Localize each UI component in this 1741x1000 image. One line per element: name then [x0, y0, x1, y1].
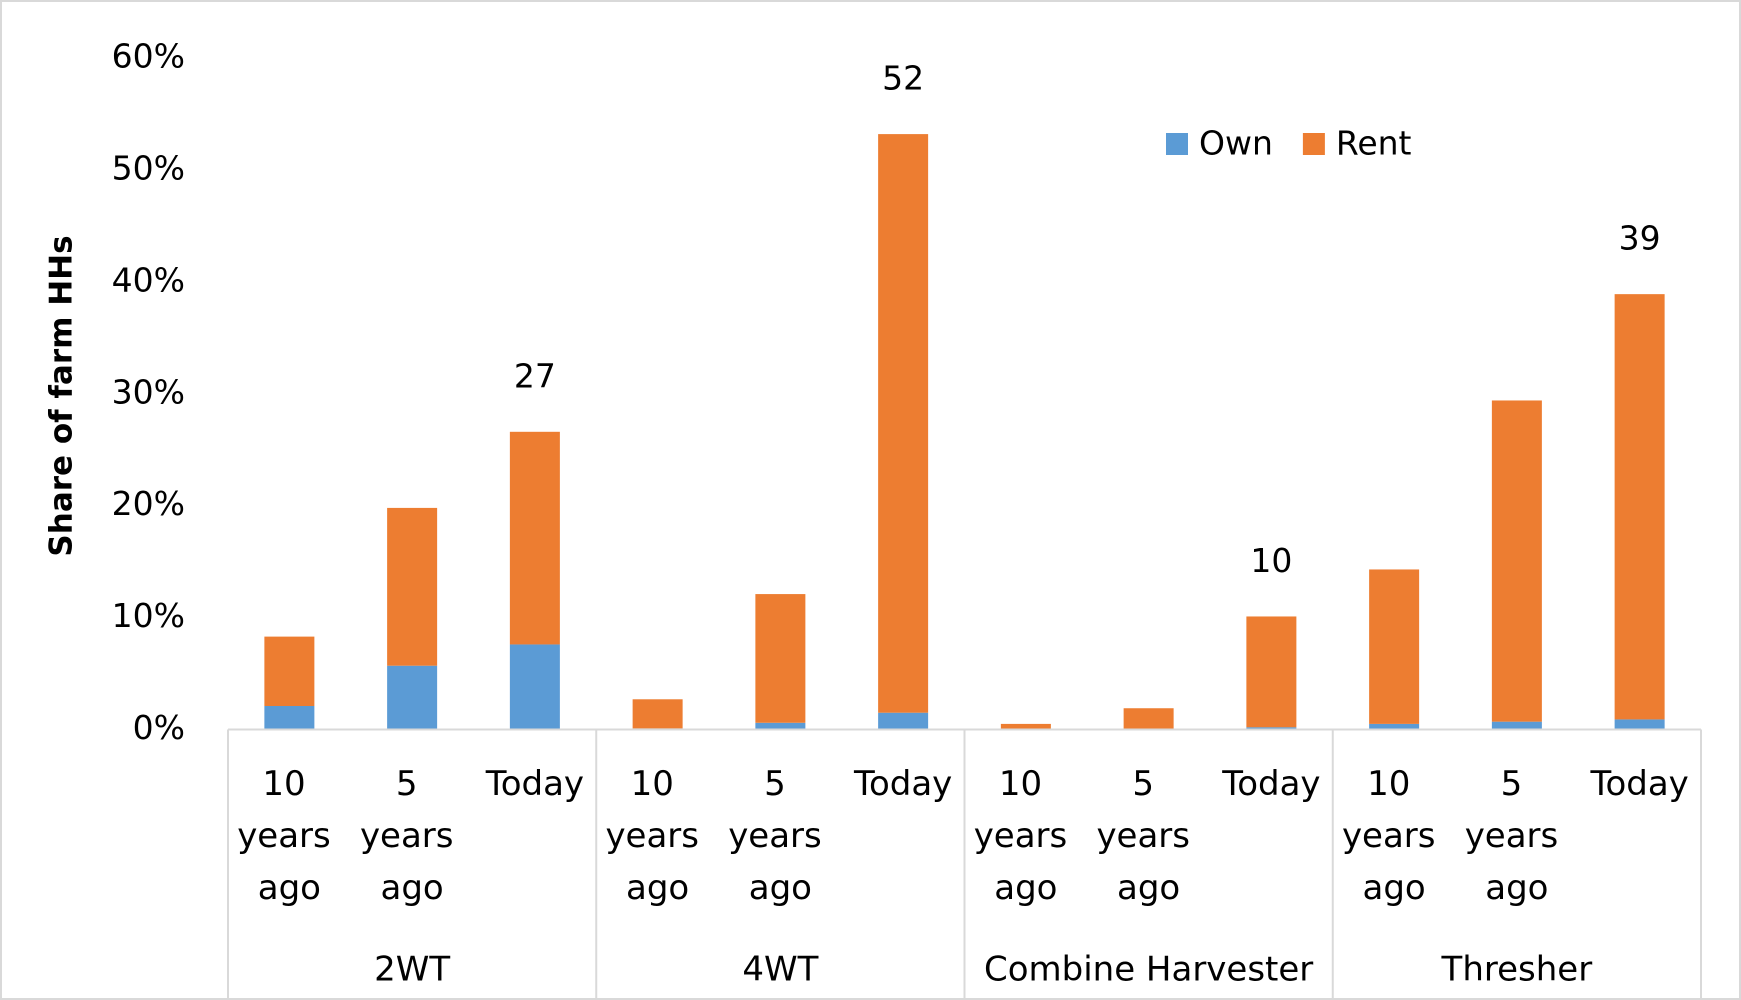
bar-segment: [387, 665, 438, 730]
bar-segment: [1614, 719, 1665, 730]
x-tick-label: 10 years ago: [237, 764, 341, 908]
total-label: 52: [882, 59, 924, 98]
y-tick-label: 60%: [112, 37, 185, 76]
x-tick-label: 5 years ago: [1465, 764, 1569, 908]
y-tick-label: 50%: [112, 148, 185, 187]
bar-segment: [878, 134, 929, 713]
y-tick-label: 0%: [133, 708, 185, 747]
bar-segment: [1123, 708, 1174, 730]
bar-segment: [1369, 569, 1420, 724]
x-tick-label: 10 years ago: [1342, 764, 1446, 908]
y-tick-label: 40%: [112, 260, 185, 299]
total-label: 10: [1250, 541, 1292, 580]
x-tick-label: 5 years ago: [360, 764, 464, 908]
bar-segment: [878, 712, 929, 730]
x-tick-label: 10 years ago: [605, 764, 709, 908]
bar-segment: [264, 705, 315, 730]
bar-segment: [1000, 723, 1051, 730]
bar-segment: [755, 722, 806, 730]
legend-swatch: [1166, 133, 1188, 155]
y-tick-label: 10%: [112, 596, 185, 635]
bar-segment: [1614, 294, 1665, 720]
legend-label: Own: [1199, 124, 1273, 163]
legend-swatch: [1302, 133, 1325, 155]
x-tick-label: 5 years ago: [1096, 764, 1200, 908]
x-tick-label: Today: [1221, 764, 1320, 804]
bar-segment: [1369, 723, 1420, 730]
y-tick-label: 20%: [112, 484, 185, 523]
bar-segment: [1246, 727, 1297, 730]
group-label: Combine Harvester: [984, 950, 1313, 990]
bar-segment: [264, 636, 315, 706]
group-label: 4WT: [742, 950, 818, 990]
bar-segment: [1491, 721, 1542, 730]
x-tick-label: 10 years ago: [974, 764, 1078, 908]
y-tick-label: 30%: [112, 372, 185, 411]
bar-segment: [1491, 400, 1542, 722]
bar-segment: [509, 644, 560, 730]
bar-segment: [632, 699, 683, 729]
x-tick-label: 5 years ago: [728, 764, 832, 908]
bar-segment: [387, 507, 438, 666]
group-label: Thresher: [1441, 950, 1593, 990]
x-tick-label: Today: [853, 764, 952, 804]
group-label: 2WT: [374, 950, 450, 990]
bar-segment: [1246, 616, 1297, 728]
total-label: 27: [514, 356, 556, 395]
bar-segment: [755, 594, 806, 723]
x-tick-label: Today: [1589, 764, 1688, 804]
legend-label: Rent: [1336, 124, 1412, 163]
y-axis-title: Share of farm HHs: [44, 235, 80, 556]
total-label: 39: [1619, 219, 1661, 258]
x-tick-label: Today: [485, 764, 584, 804]
bar-segment: [509, 431, 560, 645]
